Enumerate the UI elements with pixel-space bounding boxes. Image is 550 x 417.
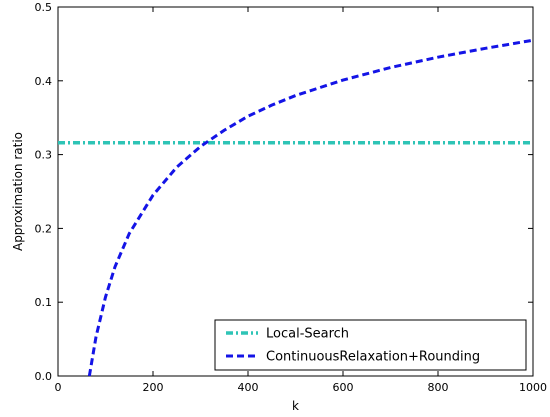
tick-layer: 0 200 400 600 800 1000 0.0 0.1 0.2 0.3 0.4 0.5 [35, 1, 548, 394]
series-line-relaxation-rounding [87, 38, 534, 377]
x-axis-label: k [292, 399, 299, 413]
plot-frame [57, 6, 534, 377]
x-tick-label: 1000 [519, 381, 547, 394]
y-tick-label: 0.4 [35, 75, 53, 88]
x-tick-label: 0 [55, 381, 62, 394]
y-tick-label: 0.1 [35, 296, 53, 309]
x-tick-label: 800 [428, 381, 449, 394]
series-layer [58, 38, 534, 377]
y-tick-label: 0.5 [35, 1, 53, 14]
x-tick-label: 400 [238, 381, 259, 394]
y-tick-label: 0.0 [35, 370, 53, 383]
x-tick-label: 200 [143, 381, 164, 394]
legend-box [214, 319, 527, 371]
legend-label-relaxation: ContinuousRelaxation+Rounding [266, 350, 480, 365]
y-tick-label: 0.3 [35, 149, 53, 162]
legend: Local-Search ContinuousRelaxation+Roundi… [214, 319, 527, 371]
y-axis-label: Approximation ratio [11, 132, 25, 251]
plot-area: 0 200 400 600 800 1000 0.0 0.1 0.2 0.3 0.4 0.5 [35, 1, 548, 394]
y-tick-label: 0.2 [35, 222, 53, 235]
legend-label-local-search: Local-Search [266, 327, 349, 342]
x-tick-label: 600 [333, 381, 354, 394]
